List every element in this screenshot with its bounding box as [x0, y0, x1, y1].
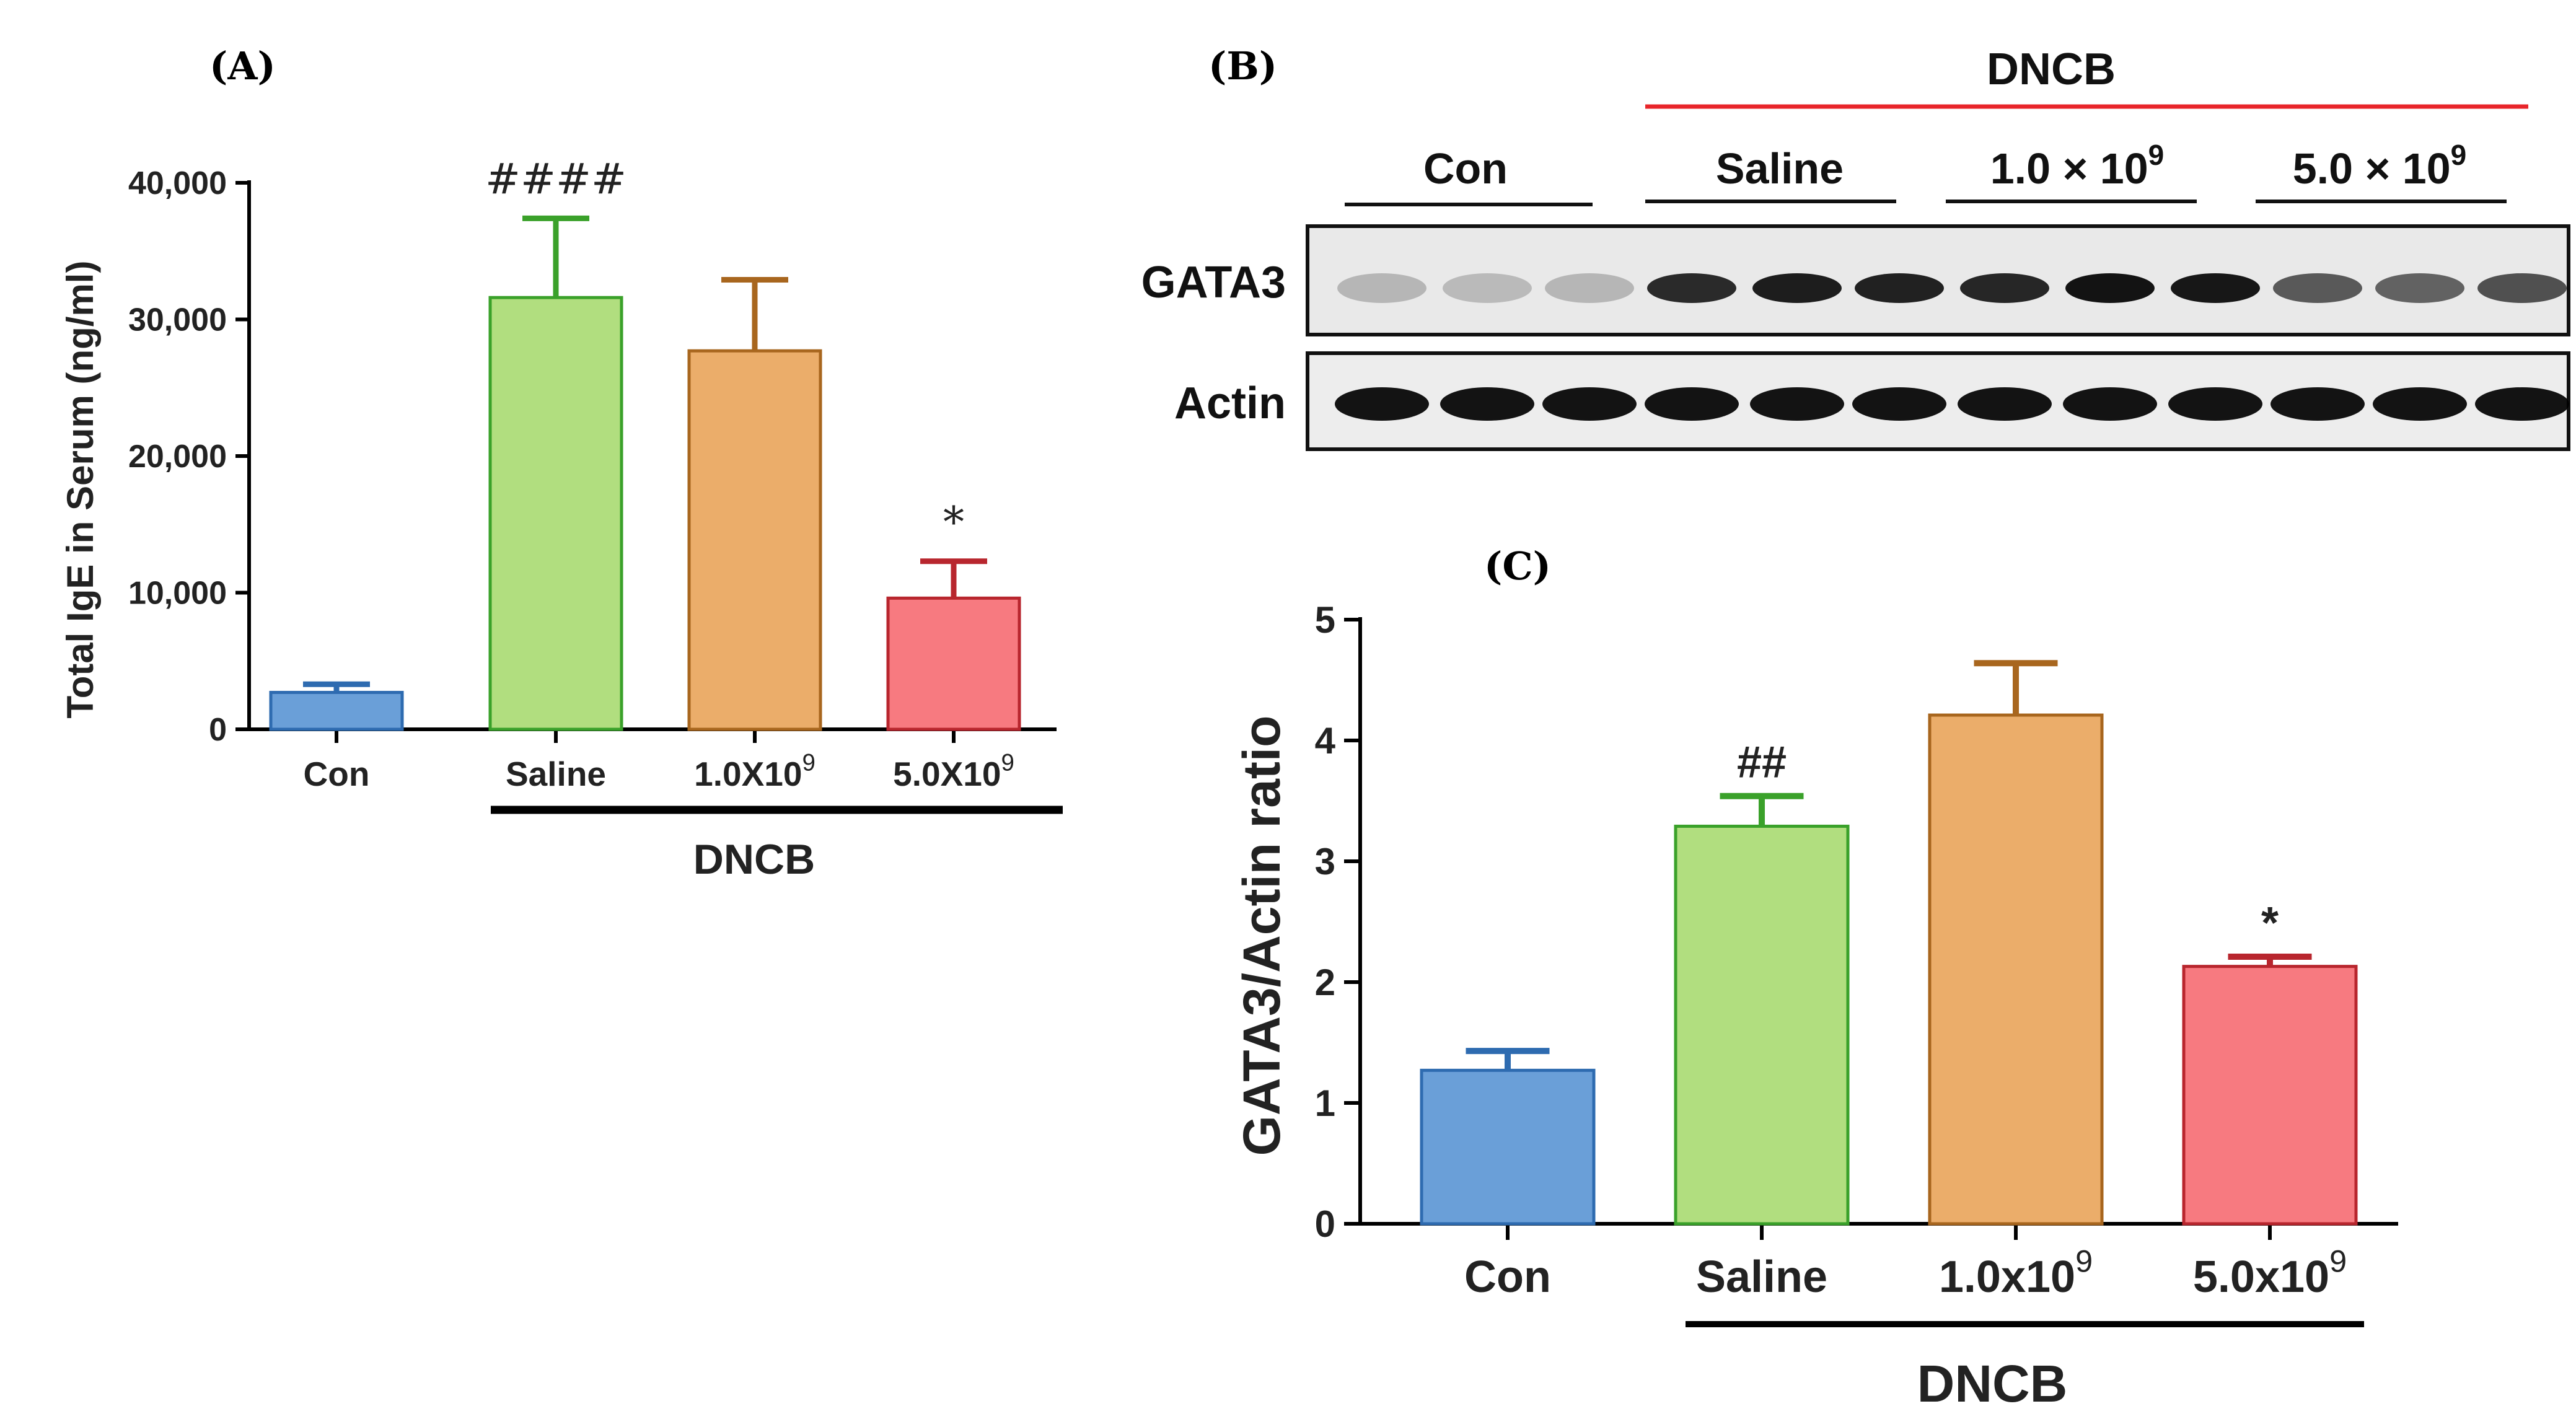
blot-group-saline: Saline: [1716, 144, 1844, 193]
bar-2: [1674, 824, 1850, 1226]
gata3-band-1: [1337, 273, 1426, 303]
bar-2: [488, 296, 623, 731]
bar-3: [1928, 713, 2104, 1226]
gata3-band-2: [1443, 273, 1532, 303]
y-tick-label: 20,000: [128, 439, 227, 475]
chart-c-x-tick-labels: Con Saline 1.0x109 5.0x109: [1464, 1244, 2347, 1302]
y-tick-label: 1: [1315, 1082, 1335, 1124]
gata3-band-4: [1647, 273, 1736, 303]
actin-band-6: [1852, 387, 1946, 421]
chart-c-gata3-actin-ratio: GATA3/Actin ratio 0 1 2 3 4 5 ## * Con Saline 1.…: [1233, 599, 2398, 1413]
blot-gata3-membrane: [1306, 224, 2570, 336]
actin-band-4: [1645, 387, 1739, 421]
actin-band-7: [1958, 387, 2052, 421]
actin-band-1: [1335, 387, 1429, 421]
panel-label-c: (C): [1484, 543, 1551, 589]
actin-band-2: [1440, 387, 1534, 421]
y-tick-label: 0: [1315, 1203, 1335, 1245]
chart-a-dncb-label: DNCB: [693, 836, 815, 883]
x-tick-label-2: Saline: [506, 755, 606, 793]
blot-group-high-dose: 5.0 × 109: [2293, 139, 2467, 193]
significance-mark-2: ####: [485, 155, 626, 204]
significance-mark-2: ##: [1737, 738, 1787, 788]
x-tick-label-1: Con: [1464, 1252, 1551, 1302]
actin-band-5: [1750, 387, 1844, 421]
chart-a-total-ige: Total IgE in Serum (ng/ml) 0 10,000 20,000…: [59, 155, 1063, 883]
gata3-band-7: [1960, 273, 2049, 303]
gata3-bands: [1337, 273, 2567, 303]
significance-mark-4: *: [2261, 898, 2279, 948]
blot-dncb-label: DNCB: [1987, 45, 2116, 94]
gata3-band-3: [1545, 273, 1634, 303]
y-tick-label: 4: [1315, 720, 1336, 762]
blot-row-label-actin: Actin: [1174, 379, 1286, 428]
chart-c-y-axis-label: GATA3/Actin ratio: [1233, 716, 1291, 1156]
y-tick-label: 40,000: [128, 165, 227, 201]
x-tick-label-4: 5.0x109: [2193, 1244, 2347, 1302]
blot-group-low-dose: 1.0 × 109: [1990, 139, 2165, 193]
gata3-band-10: [2273, 273, 2362, 303]
chart-a-axes: 0 10,000 20,000 30,000 40,000: [128, 165, 1057, 748]
bar-1: [269, 690, 404, 731]
chart-c-bars: ## *: [1420, 660, 2358, 1226]
blot-row-label-gata3: GATA3: [1141, 258, 1286, 307]
chart-a-x-tick-labels: Con Saline 1.0X109 5.0X109: [304, 749, 1014, 793]
y-tick-label: 3: [1315, 841, 1335, 882]
y-tick-label: 0: [209, 712, 227, 748]
significance-mark-4: *: [943, 498, 964, 547]
bar-4: [2182, 965, 2358, 1226]
bar-4: [886, 596, 1021, 731]
y-tick-label: 10,000: [128, 576, 227, 612]
chart-a-bars: #### *: [269, 155, 1021, 731]
blot-group-con: Con: [1423, 144, 1508, 193]
chart-a-y-axis-label: Total IgE in Serum (ng/ml): [59, 261, 101, 719]
bar-3: [687, 349, 822, 731]
actin-band-9: [2168, 387, 2262, 421]
panel-label-a: (A): [209, 43, 276, 89]
actin-bands: [1335, 387, 2569, 421]
actin-band-3: [1542, 387, 1637, 421]
x-tick-label-1: Con: [304, 755, 370, 793]
bar-1: [1420, 1068, 1596, 1226]
actin-band-10: [2270, 387, 2365, 421]
western-blot-panel: DNCB Con Saline 1.0 × 109 5.0 × 109 GATA…: [1141, 45, 2570, 451]
x-tick-label-2: Saline: [1696, 1252, 1827, 1302]
panel-label-b: (B): [1208, 43, 1277, 89]
actin-band-12: [2475, 387, 2569, 421]
chart-c-dncb-label: DNCB: [1917, 1355, 2068, 1413]
y-tick-label: 5: [1315, 599, 1335, 641]
x-tick-label-3: 1.0x109: [1939, 1244, 2093, 1302]
actin-band-11: [2373, 387, 2467, 421]
x-tick-label-3: 1.0X109: [694, 749, 815, 793]
gata3-band-12: [2477, 273, 2567, 303]
gata3-band-11: [2375, 273, 2464, 303]
y-tick-label: 30,000: [128, 302, 227, 338]
x-tick-label-4: 5.0X109: [893, 749, 1014, 793]
gata3-band-9: [2171, 273, 2260, 303]
gata3-band-6: [1855, 273, 1944, 303]
gata3-band-8: [2065, 273, 2155, 303]
actin-band-8: [2063, 387, 2157, 421]
gata3-band-5: [1752, 273, 1842, 303]
y-tick-label: 2: [1315, 962, 1335, 1003]
